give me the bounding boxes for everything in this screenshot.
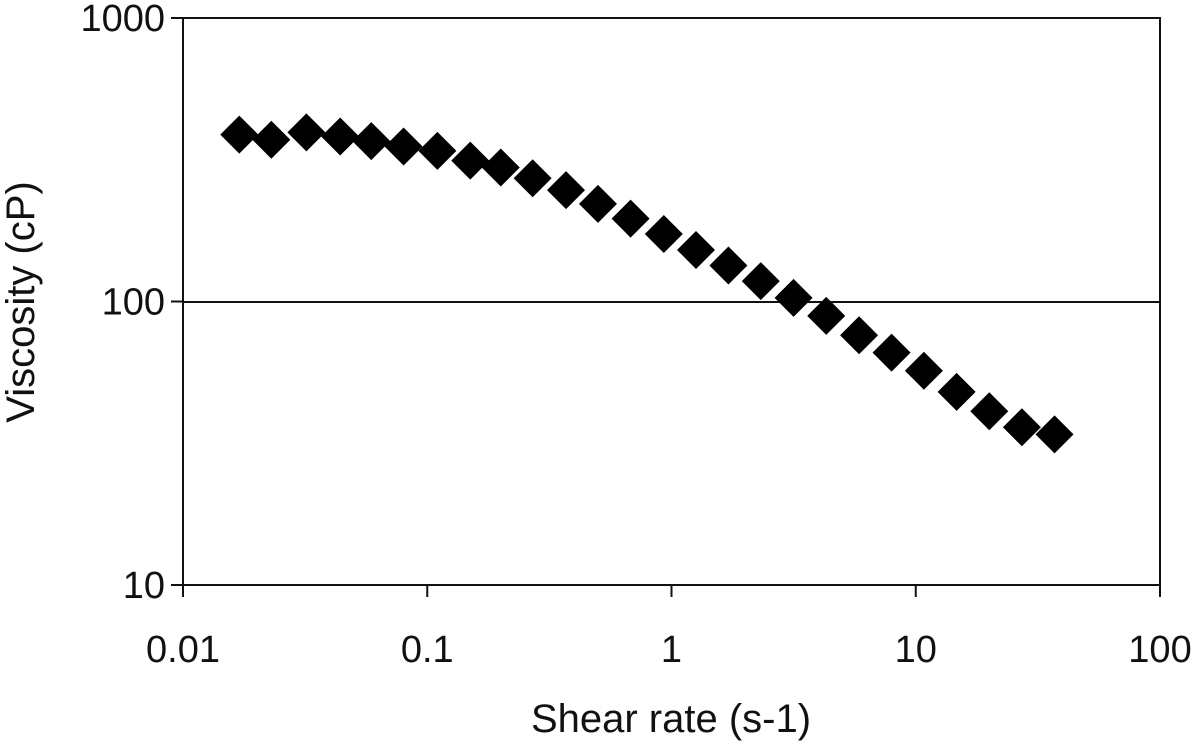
x-tick-label: 0.01: [146, 629, 220, 671]
data-point: [807, 296, 846, 335]
data-points: [220, 113, 1074, 454]
x-tick-label: 100: [1128, 629, 1191, 671]
x-tick-label: 0.1: [401, 629, 454, 671]
data-point: [970, 392, 1009, 431]
data-point: [741, 262, 780, 301]
y-axis-label: Viscosity (cP): [0, 181, 43, 423]
data-point: [774, 278, 813, 317]
data-point: [547, 171, 586, 210]
data-point: [872, 333, 911, 372]
y-tick-label: 10: [123, 565, 165, 607]
data-point: [937, 372, 976, 411]
x-tick-label: 1: [661, 629, 682, 671]
y-axis: 10 100 1000: [80, 0, 183, 607]
data-point: [904, 351, 943, 390]
data-point: [1002, 408, 1041, 447]
data-point: [644, 215, 683, 254]
data-point: [418, 131, 457, 170]
data-point: [451, 141, 490, 180]
data-point: [252, 120, 291, 159]
data-point: [220, 115, 259, 154]
x-tick-label: 10: [895, 629, 937, 671]
data-point: [352, 122, 391, 161]
data-point: [840, 316, 879, 355]
data-point: [384, 127, 423, 166]
x-axis: 0.01 0.1 1 10 100: [146, 585, 1192, 671]
data-point: [677, 230, 716, 269]
data-point: [287, 113, 326, 152]
data-point: [578, 184, 617, 223]
data-point: [709, 246, 748, 285]
data-point: [611, 199, 650, 238]
y-tick-label: 100: [102, 282, 165, 324]
data-point: [513, 159, 552, 198]
x-axis-label: Shear rate (s-1): [531, 697, 811, 741]
plot-area: [182, 17, 1161, 586]
y-tick-label: 1000: [80, 0, 165, 40]
data-point: [1035, 415, 1074, 454]
data-point: [481, 148, 520, 187]
data-point: [321, 117, 360, 156]
